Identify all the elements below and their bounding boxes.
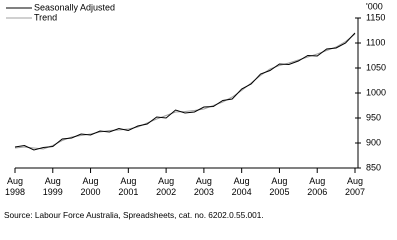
y-tick-label: 1000 [366, 87, 386, 97]
series-line [14, 32, 356, 151]
y-tick-label: 1150 [366, 12, 385, 22]
x-tick-label: Aug 2000 [81, 176, 101, 197]
legend-label: Seasonally Adjusted [34, 2, 115, 12]
x-tick-label: Aug 2007 [345, 176, 365, 197]
y-tick-label: 1050 [366, 62, 386, 72]
chart: '000 Source: Labour Force Australia, Spr… [4, 1, 386, 220]
y-tick-label: 1100 [366, 37, 385, 47]
x-tick-label: Aug 1999 [43, 176, 63, 197]
y-tick-label: 850 [366, 162, 381, 172]
x-tick-label: Aug 2006 [307, 176, 327, 197]
y-unit: '000 [366, 1, 383, 11]
series-line [14, 33, 356, 150]
x-tick-label: Aug 1998 [5, 176, 25, 197]
x-tick-label: Aug 2001 [118, 176, 138, 197]
x-tick-label: Aug 2004 [232, 176, 252, 197]
y-tick-label: 900 [366, 137, 381, 147]
x-tick-label: Aug 2005 [269, 176, 289, 197]
y-tick-label: 950 [366, 112, 381, 122]
x-tick-label: Aug 2003 [194, 176, 214, 197]
x-tick-label: Aug 2002 [156, 176, 176, 197]
legend-label: Trend [34, 12, 57, 22]
source-note: Source: Labour Force Australia, Spreadsh… [4, 210, 264, 220]
